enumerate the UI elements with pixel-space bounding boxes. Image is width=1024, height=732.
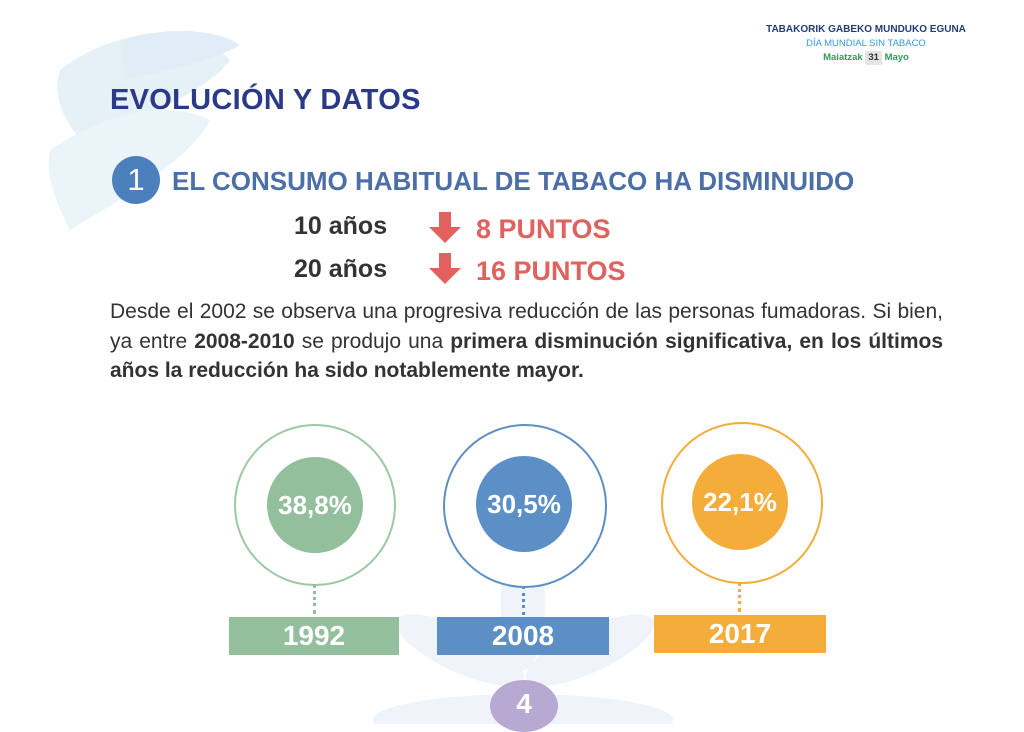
paragraph-bold-years: 2008-2010 xyxy=(194,329,295,353)
paragraph-text-1: Desde el 2002 se observa una progresiva … xyxy=(110,300,943,353)
stat-change-10: 8 PUNTOS xyxy=(476,214,611,244)
page-number: 4 xyxy=(490,680,558,732)
paragraph-bold-conclusion: primera disminución significativa, en lo… xyxy=(110,329,944,383)
value-circle-2017: 22,1% xyxy=(692,454,788,550)
value-circle-2008: 30,5% xyxy=(476,456,572,552)
paragraph-text-2: se produjo una xyxy=(294,329,451,353)
section-subtitle: EL CONSUMO HABITUAL DE TABACO HA DISMINU… xyxy=(172,166,855,196)
header-line-basque: TABAKORIK GABEKO MUNDUKO EGUNA xyxy=(766,24,966,35)
header-date-suffix: Mayo xyxy=(884,52,909,63)
header-line-spanish: DÍA MUNDIAL SIN TABACO xyxy=(806,38,926,49)
year-box-2008: 2008 xyxy=(437,617,609,655)
connector-1992 xyxy=(313,584,316,614)
page-title: EVOLUCIÓN Y DATOS xyxy=(110,84,421,116)
stat-period-20: 20 años xyxy=(294,255,388,283)
value-circle-1992: 38,8% xyxy=(267,457,363,553)
connector-2017 xyxy=(738,582,741,612)
arrow-down-icon xyxy=(429,212,461,243)
stat-change-20: 16 PUNTOS xyxy=(476,256,626,286)
header-date-number: 31 xyxy=(865,51,882,65)
arrow-down-icon xyxy=(429,253,461,284)
header-date-prefix: Maiatzak xyxy=(823,52,863,63)
connector-2008 xyxy=(522,586,525,615)
section-number-badge: 1 xyxy=(112,156,160,204)
year-box-2017: 2017 xyxy=(654,615,826,653)
header-date: Maiatzak 31 Mayo xyxy=(746,51,986,65)
stat-period-10: 10 años xyxy=(294,212,388,240)
description-paragraph: Desde el 2002 se observa una progresiva … xyxy=(110,297,943,386)
year-box-1992: 1992 xyxy=(229,617,399,655)
event-header: TABAKORIK GABEKO MUNDUKO EGUNA DÍA MUNDI… xyxy=(746,23,986,65)
